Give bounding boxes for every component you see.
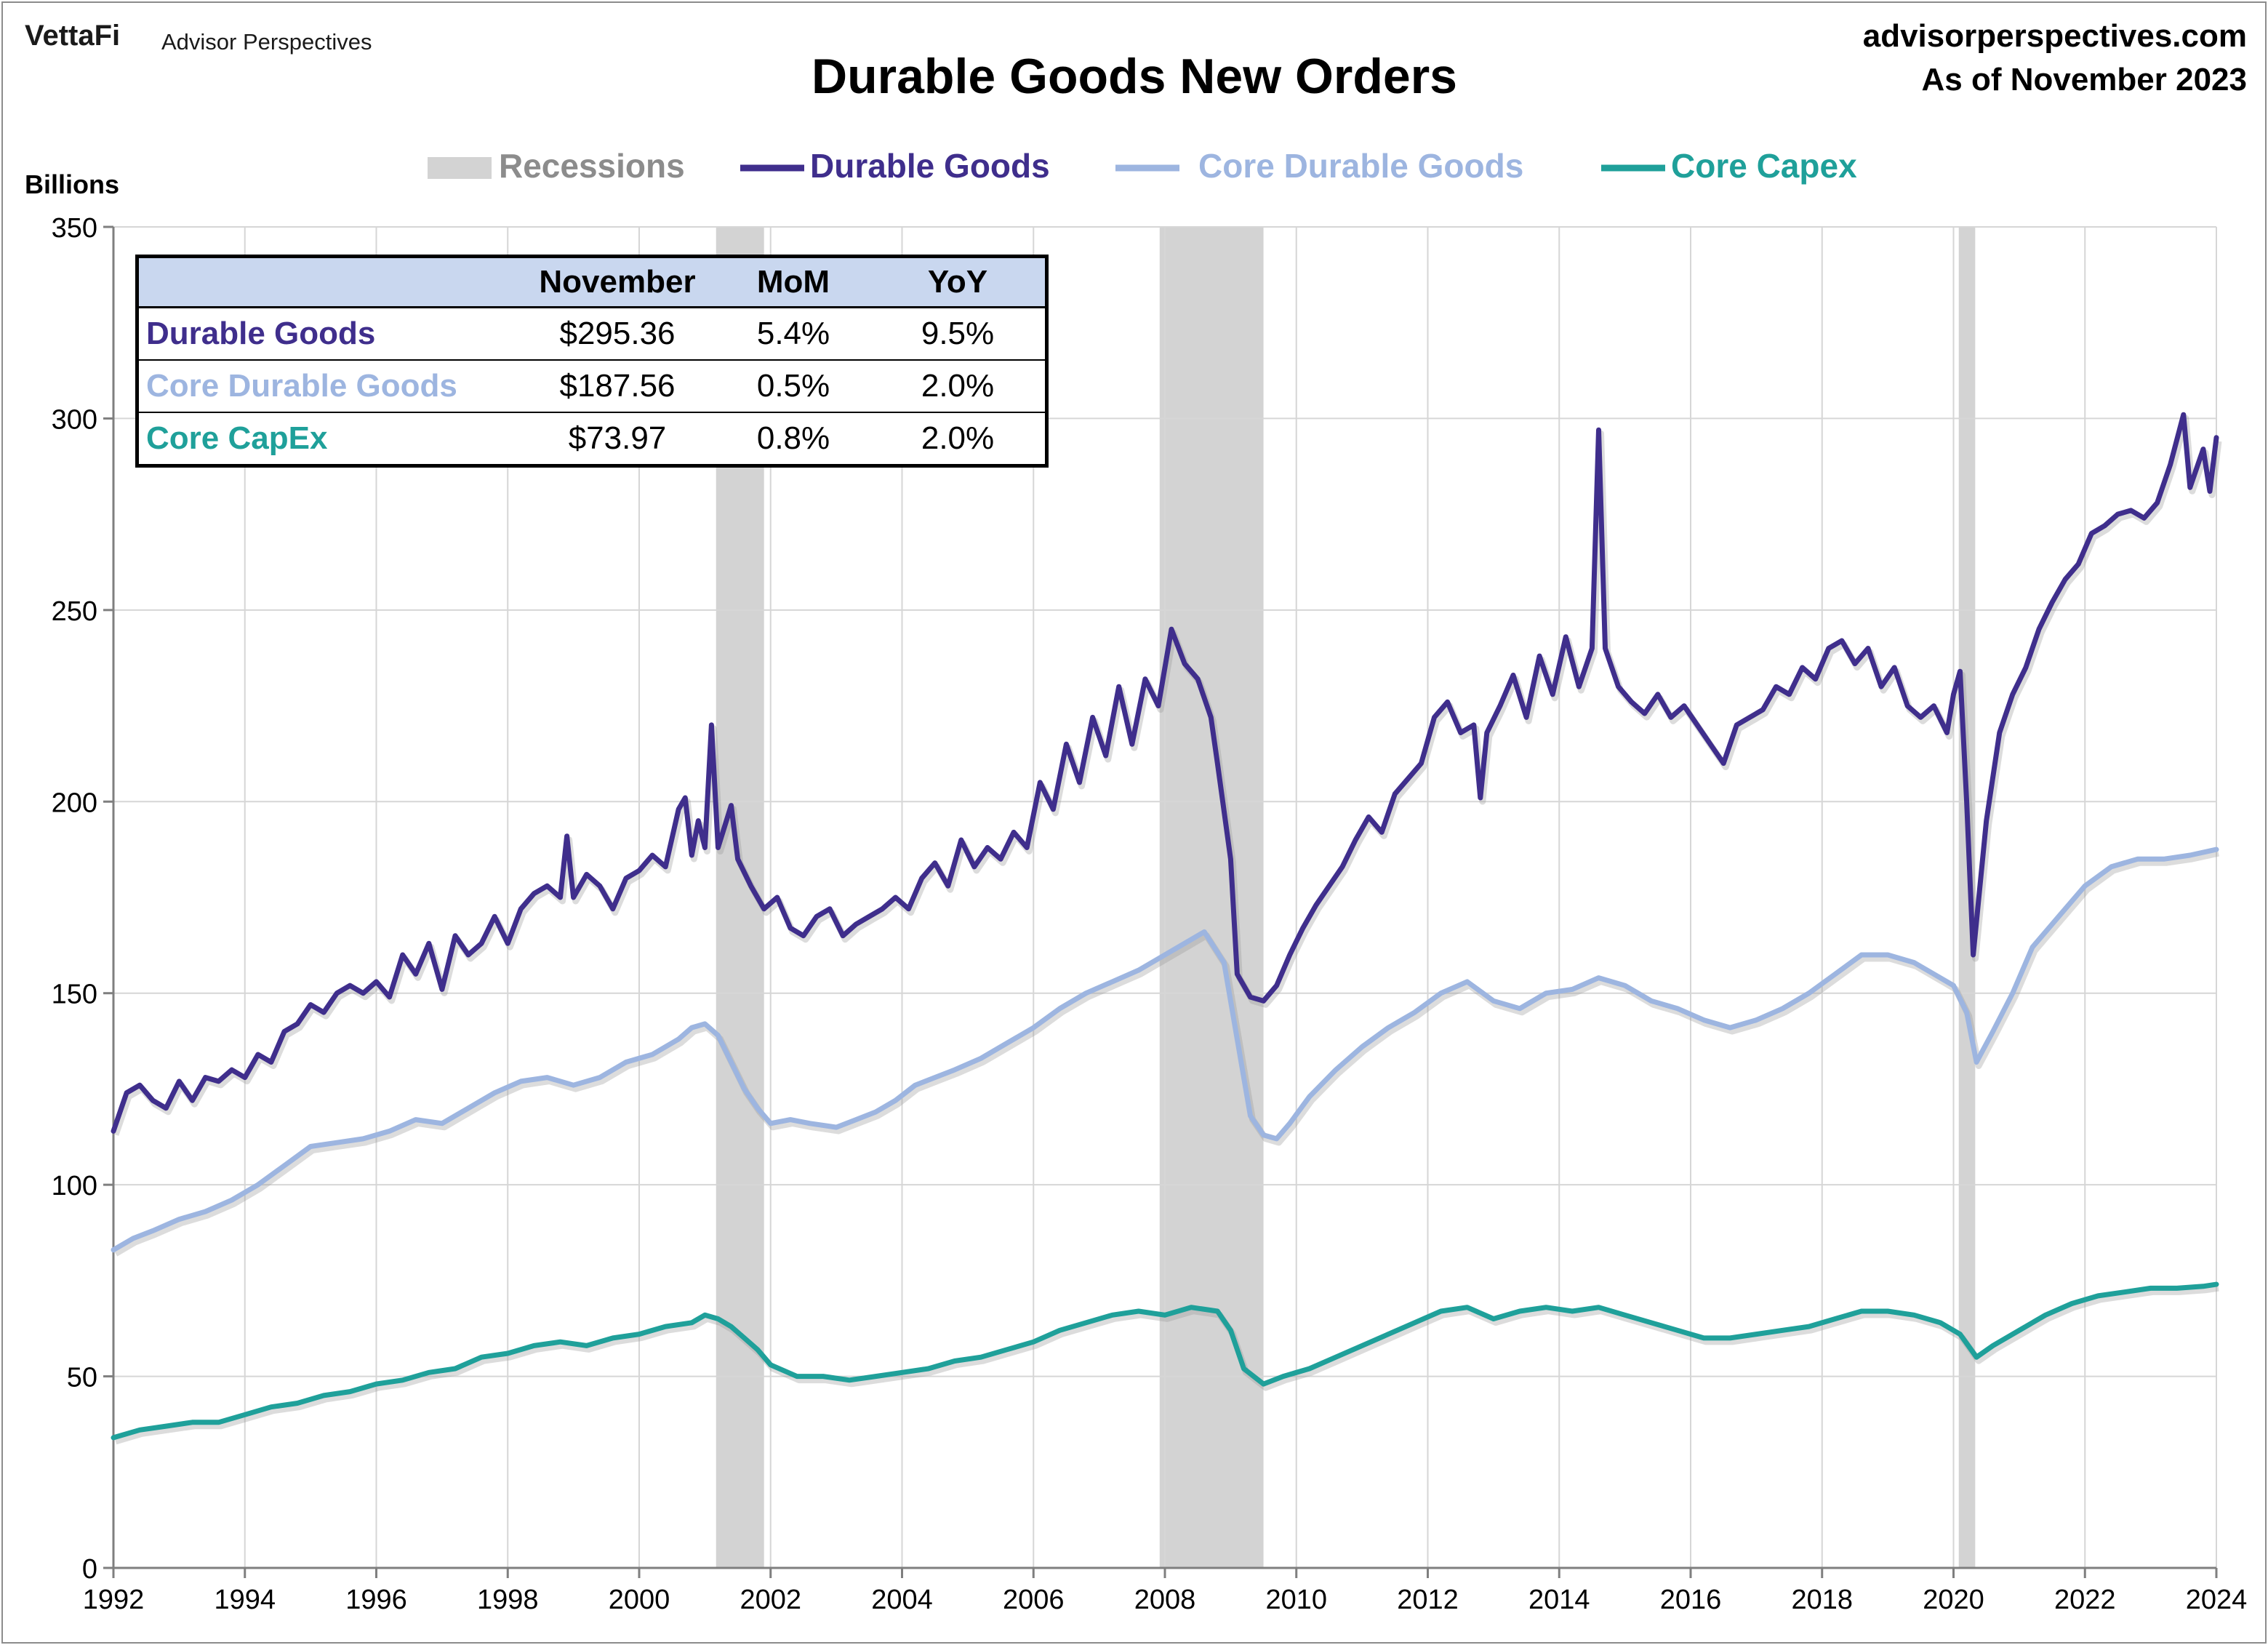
x-tick-label: 2004 <box>871 1585 933 1615</box>
row-mom: 0.5% <box>716 359 870 412</box>
y-tick-label: 50 <box>67 1363 97 1393</box>
header-blank <box>137 256 518 308</box>
header-mom: MoM <box>716 256 870 308</box>
y-tick-label: 100 <box>52 1171 97 1201</box>
x-tick-label: 2024 <box>2186 1585 2248 1615</box>
x-tick-label: 2016 <box>1660 1585 1722 1615</box>
row-name: Durable Goods <box>137 306 518 360</box>
header-november: November <box>518 256 716 308</box>
legend-durable-goods-label: Durable Goods <box>810 147 1050 185</box>
table-row: Core CapEx $73.97 0.8% 2.0% <box>137 412 1047 466</box>
legend: Recessions Durable Goods Core Durable Go… <box>428 147 1857 185</box>
legend-core-durable-goods-label: Core Durable Goods <box>1198 147 1523 185</box>
series-lines <box>111 412 2222 1445</box>
x-tick-label: 1998 <box>477 1585 539 1615</box>
website-label: advisorperspectives.com <box>1863 18 2247 54</box>
x-tick-label: 2010 <box>1265 1585 1327 1615</box>
y-tick-label: 150 <box>52 980 97 1010</box>
as-of-label: As of November 2023 <box>1921 62 2247 97</box>
brand-vettafi: VettaFi <box>25 20 120 52</box>
x-tick-label: 1994 <box>214 1585 276 1615</box>
x-tick-label: 2006 <box>1003 1585 1065 1615</box>
row-yoy: 2.0% <box>870 412 1047 466</box>
table-row: Durable Goods $295.36 5.4% 9.5% <box>137 306 1047 360</box>
x-tick-label: 2022 <box>2054 1585 2116 1615</box>
x-tick-label: 1996 <box>345 1585 407 1615</box>
row-name: Core Durable Goods <box>137 359 518 412</box>
series-shadow <box>113 849 2219 1257</box>
row-value: $295.36 <box>518 306 716 360</box>
table-row: Core Durable Goods $187.56 0.5% 2.0% <box>137 359 1047 412</box>
y-tick-label: 0 <box>82 1554 97 1585</box>
row-mom: 5.4% <box>716 306 870 360</box>
row-yoy: 9.5% <box>870 306 1047 360</box>
row-yoy: 2.0% <box>870 359 1047 412</box>
x-tick-label: 2008 <box>1134 1585 1196 1615</box>
recession-band <box>1958 227 1976 1568</box>
gridlines <box>113 226 2217 1569</box>
y-axis-unit-label: Billions <box>25 169 119 199</box>
brand-advisor-perspectives: Advisor Perspectives <box>161 29 372 55</box>
row-mom: 0.8% <box>716 412 870 466</box>
y-tick-label: 250 <box>52 596 97 627</box>
x-tick-label: 1992 <box>83 1585 145 1615</box>
x-tick-label: 2018 <box>1791 1585 1853 1615</box>
x-tick-label: 2002 <box>740 1585 801 1615</box>
row-value: $187.56 <box>518 359 716 412</box>
row-value: $73.97 <box>518 412 716 466</box>
row-name: Core CapEx <box>137 412 518 466</box>
legend-core-capex-label: Core Capex <box>1671 147 1857 185</box>
legend-recessions-label: Recessions <box>499 147 685 185</box>
y-tick-label: 350 <box>52 213 97 244</box>
axes: 0 50 100 150 200 250 300 350 1992 1994 1996 1998 200… <box>52 213 2248 1615</box>
x-tick-label: 2020 <box>1923 1585 1984 1615</box>
header-yoy: YoY <box>870 256 1047 308</box>
chart-title: Durable Goods New Orders <box>812 49 1457 104</box>
y-tick-label: 200 <box>52 788 97 818</box>
series-line-durable-goods <box>111 412 2219 1134</box>
summary-table-header: November MoM YoY <box>137 256 1047 308</box>
series-line-core-durable-goods <box>111 846 2219 1253</box>
y-tick-label: 300 <box>52 404 97 435</box>
series-shadow <box>114 1284 2219 1445</box>
recession-band <box>1159 227 1264 1568</box>
x-tick-label: 2014 <box>1528 1585 1590 1615</box>
x-tick-label: 2012 <box>1397 1585 1459 1615</box>
series-line-core-capex <box>111 1281 2219 1441</box>
legend-recessions-swatch <box>428 157 492 179</box>
summary-table: November MoM YoY Durable Goods $295.36 5… <box>135 255 1049 468</box>
x-tick-label: 2000 <box>609 1585 670 1615</box>
